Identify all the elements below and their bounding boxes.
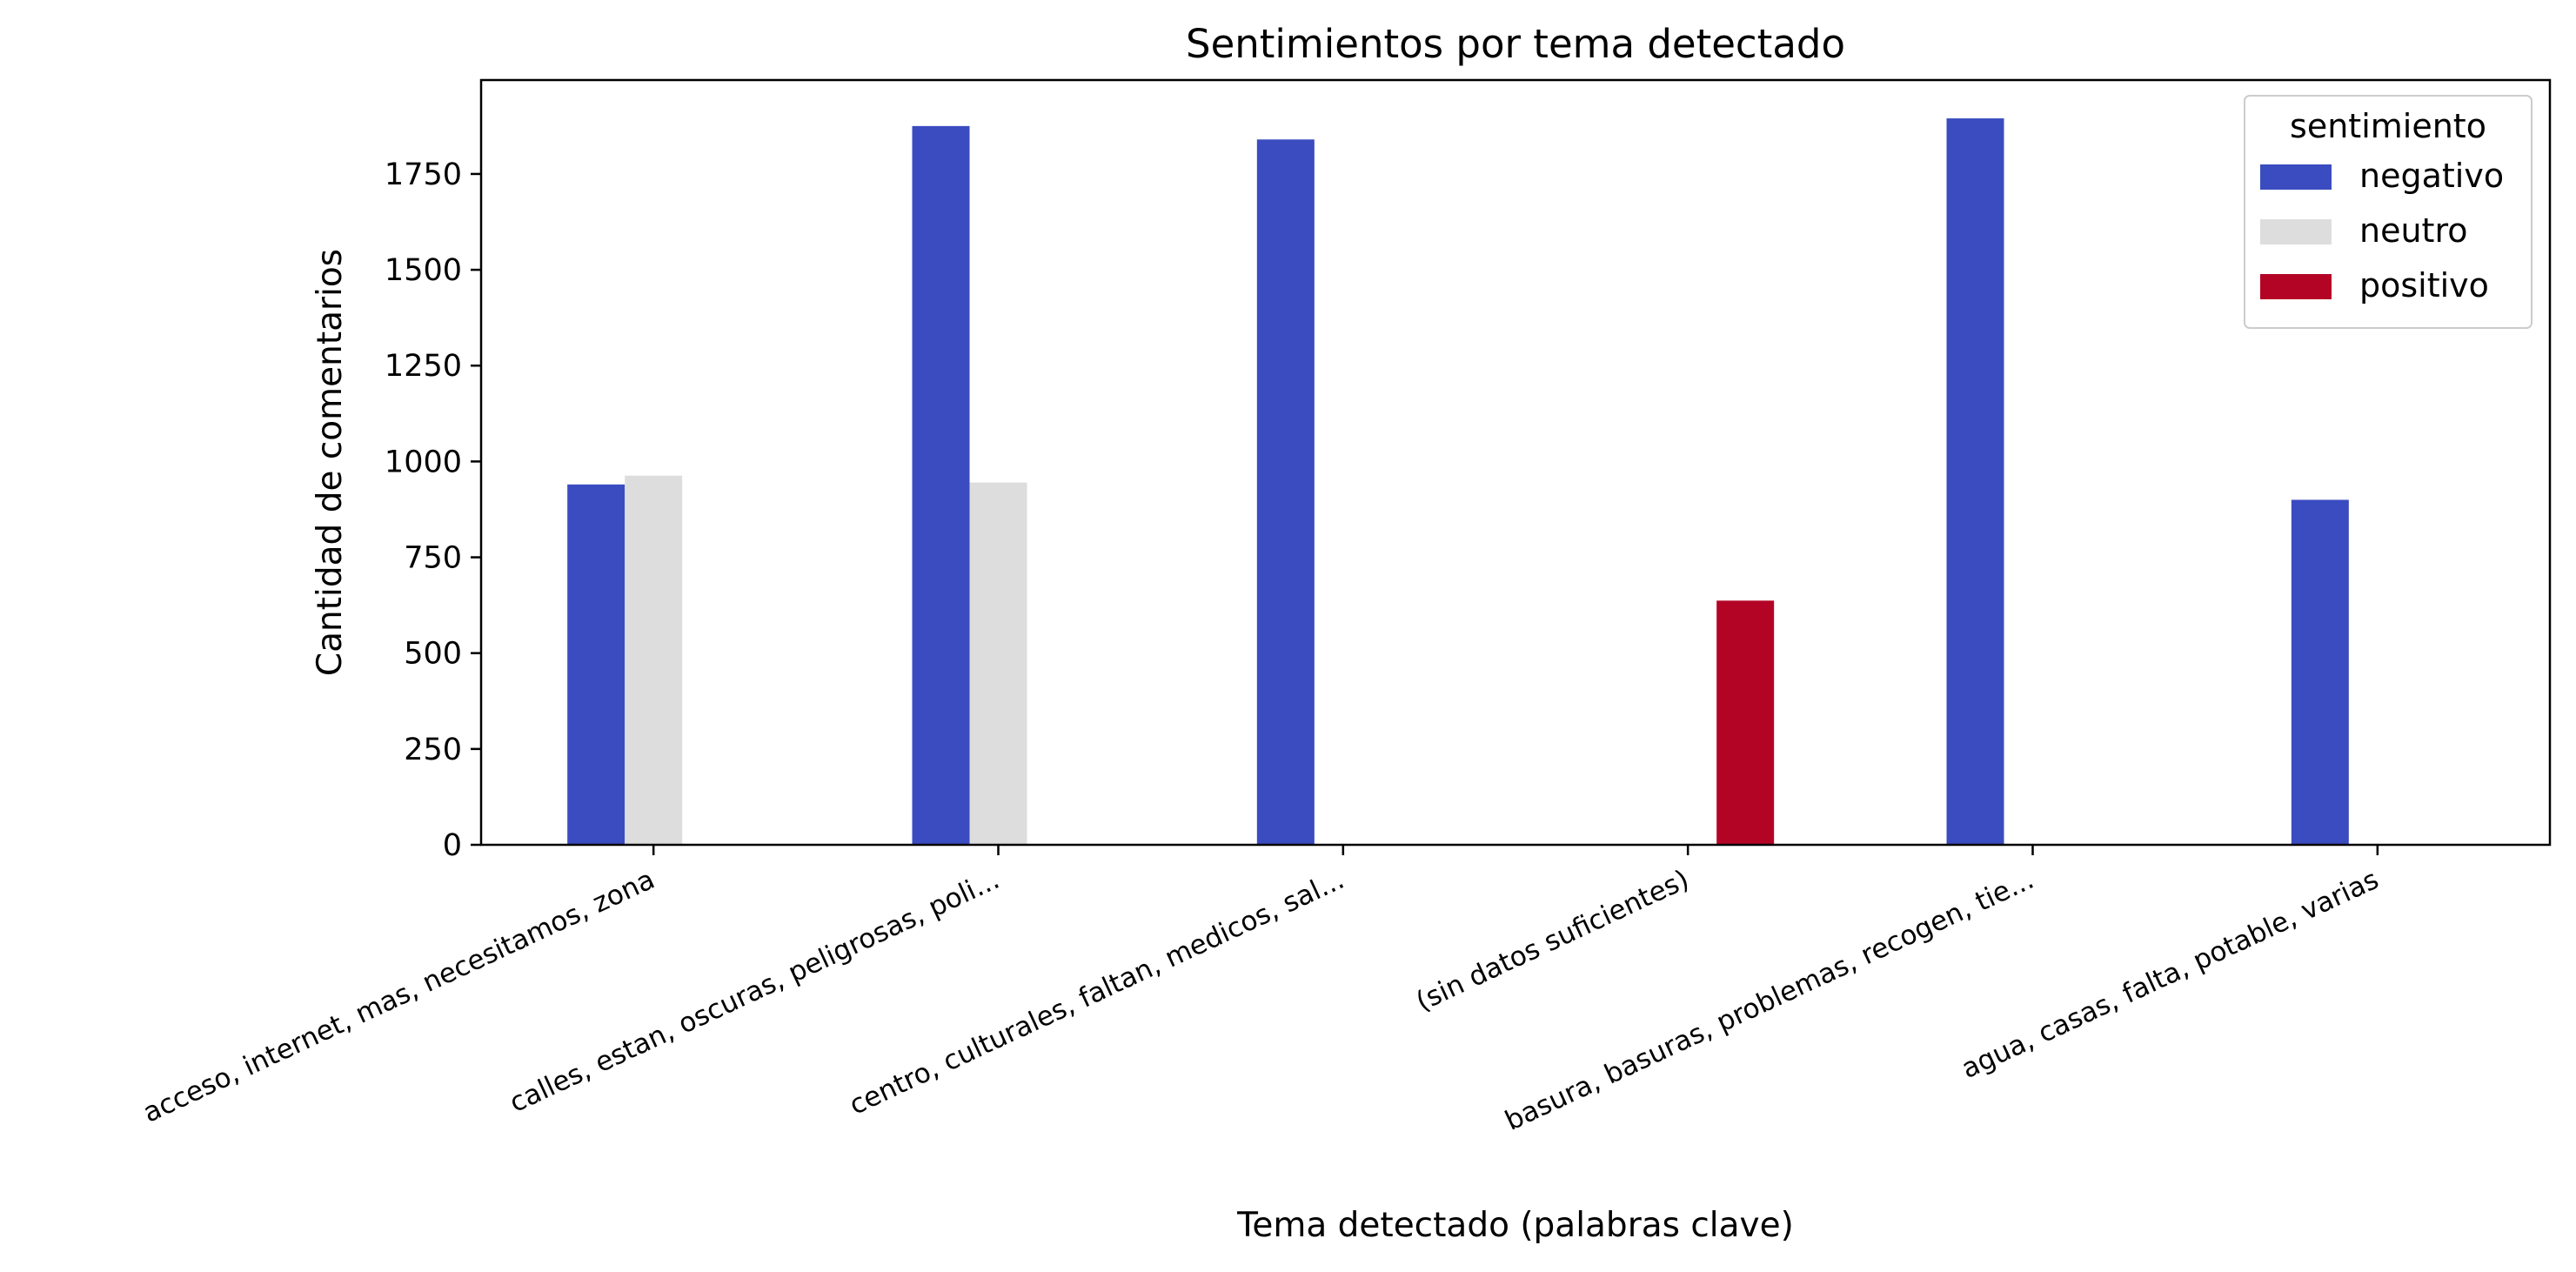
y-tick-label-2: 500 [404,637,462,672]
bar-negativo-5 [2291,499,2349,845]
legend: sentimiento negativo neutro positivo [2244,95,2533,329]
legend-swatch-positivo [2260,274,2332,299]
legend-box [2244,95,2533,329]
y-tick-label-7: 1750 [385,157,462,192]
legend-swatch-neutro [2260,219,2332,244]
y-tick-label-0: 0 [443,828,462,863]
x-axis-title: Tema detectado (palabras clave) [1236,1206,1794,1245]
legend-title: sentimiento [2290,107,2486,145]
bar-negativo-2 [1256,139,1315,846]
x-tick-label-3: (sin datos suficientes) [1411,864,1694,1018]
x-tick-label-4: basura, basuras, problemas, recogen, tie… [1501,864,2039,1137]
y-tick-label-6: 1500 [385,253,462,288]
x-axis: acceso, internet, mas, necesitamos, zona… [138,845,2384,1137]
bar-negativo-0 [567,484,626,845]
y-axis-title: Cantidad de comentarios [311,249,350,676]
y-tick-label-1: 250 [404,733,462,767]
y-tick-label-3: 750 [404,541,462,576]
chart-title: Sentimientos por tema detectado [1186,21,1845,67]
legend-label-positivo: positivo [2359,266,2489,305]
legend-swatch-negativo [2260,164,2332,190]
bars-layer [567,118,2349,846]
y-axis: 0 250 500 750 1000 1250 1500 1750 [385,157,481,863]
bar-negativo-4 [1946,118,2004,845]
bar-positivo-3 [1716,600,1775,845]
y-tick-label-5: 1250 [385,349,462,384]
bar-neutro-1 [969,482,1027,845]
legend-label-neutro: neutro [2359,211,2467,250]
y-tick-label-4: 1000 [385,445,462,479]
bar-negativo-1 [912,125,970,845]
bar-neutro-0 [625,475,683,845]
plot-frame [479,78,2552,847]
legend-label-negativo: negativo [2359,157,2504,195]
